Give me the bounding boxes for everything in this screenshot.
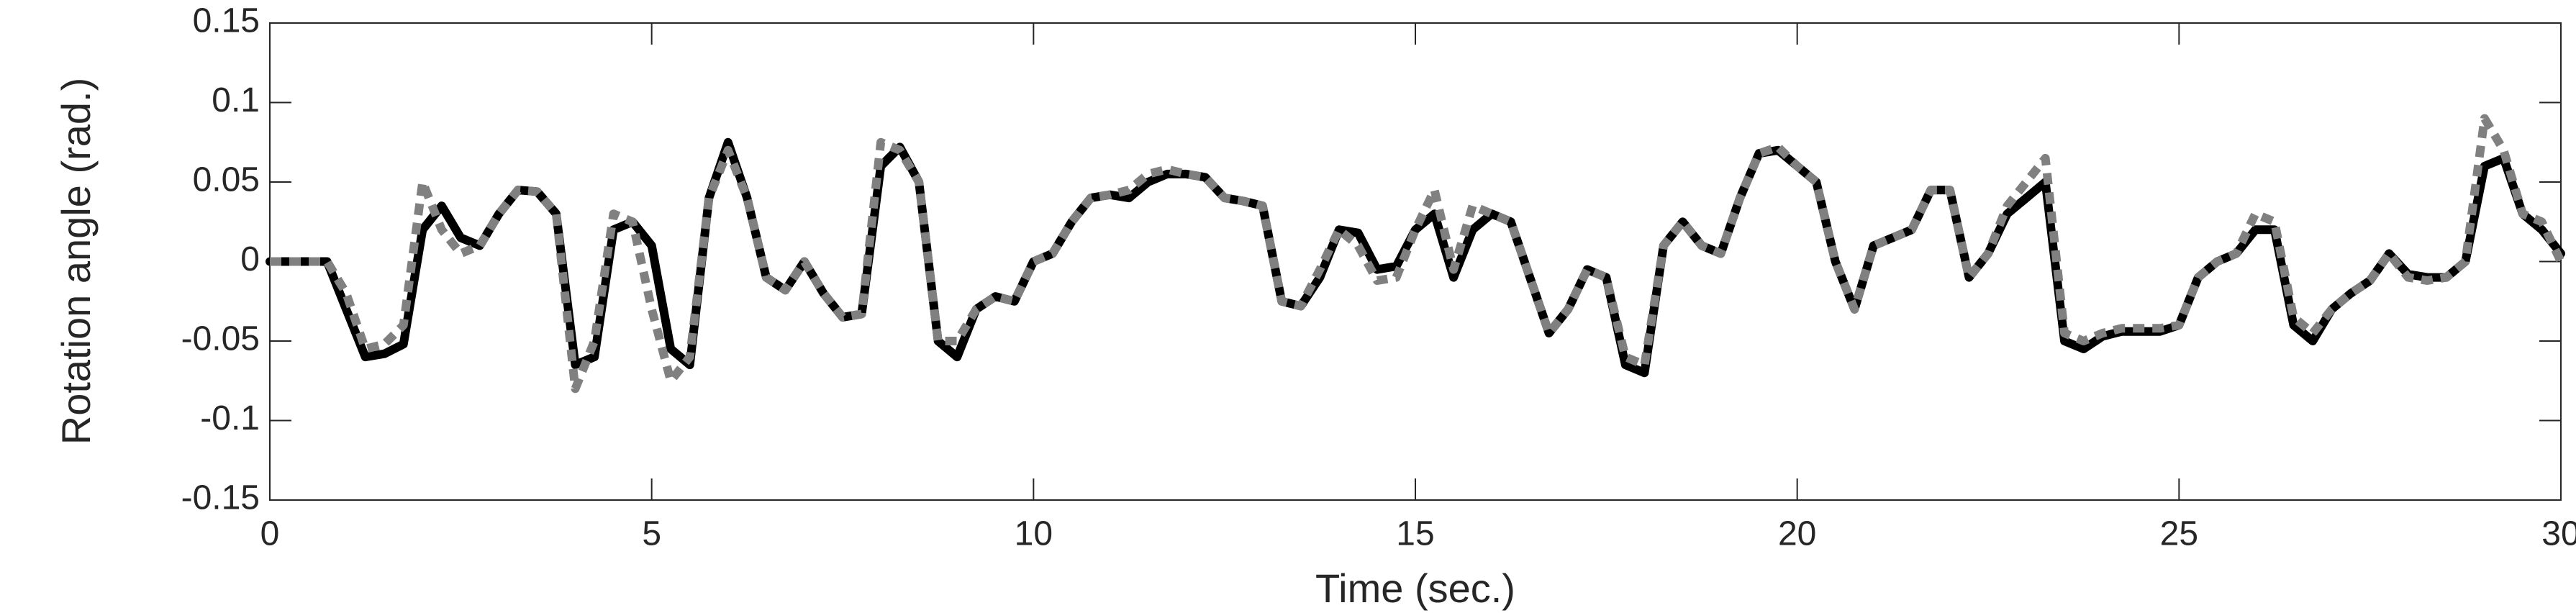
y-tick-label: 0.1 [212, 81, 260, 119]
x-tick-label: 25 [2160, 515, 2198, 553]
x-tick-label: 5 [642, 515, 661, 553]
x-tick-label: 15 [1396, 515, 1434, 553]
y-tick-label: -0.05 [181, 320, 260, 358]
y-tick-label: 0 [240, 240, 260, 278]
series-line [270, 114, 2565, 394]
x-tick-label: 10 [1015, 515, 1053, 553]
x-axis-label: Time (sec.) [1315, 566, 1515, 611]
y-tick-label: 0.15 [193, 2, 260, 40]
x-tick-label: 0 [260, 515, 280, 553]
x-tick-label: 20 [1778, 515, 1816, 553]
y-tick-label: -0.15 [181, 479, 260, 517]
y-tick-label: 0.05 [193, 161, 260, 199]
y-tick-label: -0.1 [200, 399, 260, 437]
y-axis-label: Rotation angle (rad.) [53, 78, 99, 445]
x-tick-label: 30 [2541, 515, 2576, 553]
